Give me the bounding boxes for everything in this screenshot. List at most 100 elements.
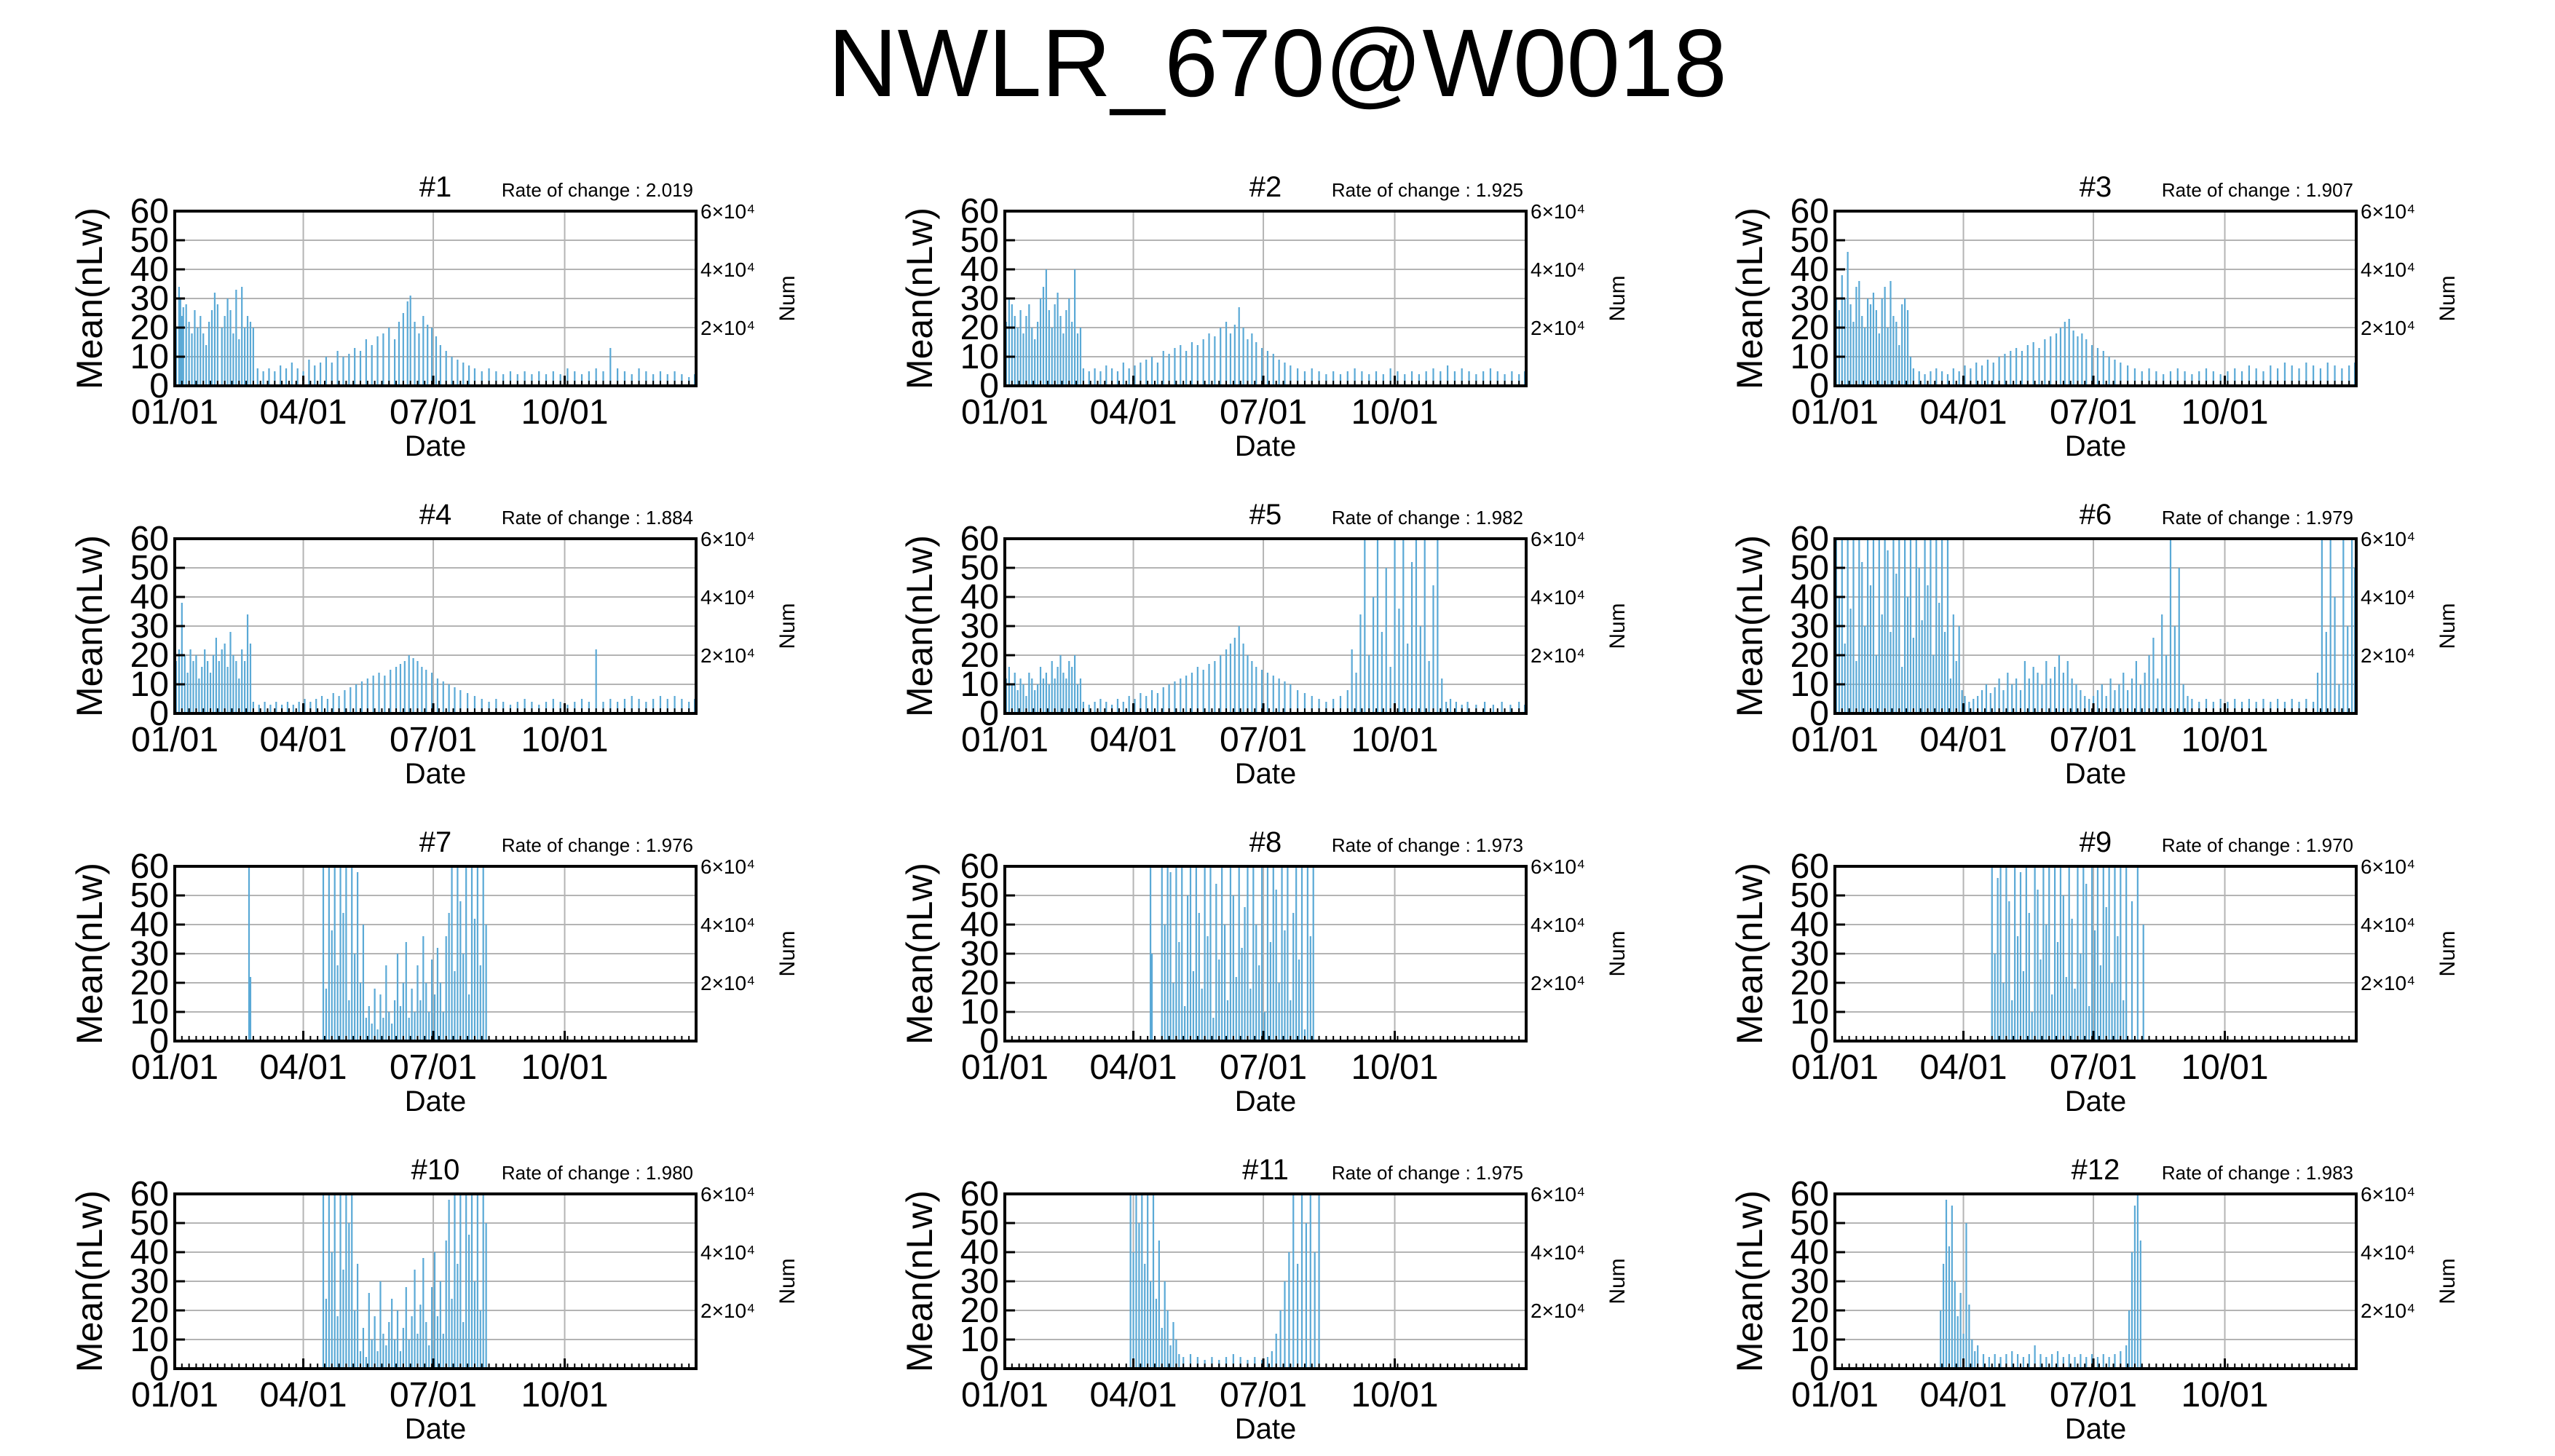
panel-title: #10	[411, 1154, 460, 1186]
y-tick-label: 10	[130, 993, 169, 1032]
y-tick-label: 60	[960, 520, 999, 558]
y-tick-label: 30	[960, 280, 999, 318]
y2-axis-label: Num	[775, 930, 799, 976]
y-tick-label: 10	[1790, 665, 1829, 704]
y-tick-label: 40	[1790, 1233, 1829, 1272]
y2-tick-label: 6×10⁴	[2361, 528, 2415, 550]
panel-title: #3	[2080, 171, 2112, 203]
y2-tick-label: 4×10⁴	[2361, 1241, 2415, 1264]
x-axis-label: Date	[405, 758, 467, 790]
x-tick-label: 10/01	[1351, 1376, 1438, 1415]
y-tick-label: 0	[1809, 1350, 1829, 1388]
x-tick-label: 01/01	[961, 721, 1049, 759]
panel-title: #9	[2080, 826, 2112, 858]
panel-title: #1	[419, 171, 452, 203]
y2-tick-label: 2×10⁴	[700, 317, 755, 339]
x-tick-label: 10/01	[521, 393, 608, 432]
y-tick-label: 30	[1790, 935, 1829, 973]
y2-tick-label: 2×10⁴	[2361, 972, 2415, 994]
y2-tick-label: 2×10⁴	[700, 1299, 755, 1322]
y-tick-label: 50	[130, 549, 169, 587]
y-tick-label: 30	[960, 1262, 999, 1301]
y2-tick-label: 6×10⁴	[2361, 1183, 2415, 1206]
panel-title: #6	[2080, 499, 2112, 531]
y-tick-label: 10	[960, 1321, 999, 1359]
rate-of-change: Rate of change : 1.979	[2162, 507, 2353, 529]
x-tick-label: 01/01	[131, 1376, 218, 1415]
y-tick-label: 20	[960, 964, 999, 1002]
y-tick-label: 20	[1790, 964, 1829, 1002]
panel-title: #4	[419, 499, 452, 531]
x-axis-label: Date	[1235, 430, 1297, 462]
y2-axis-label: Num	[2436, 930, 2460, 976]
y-tick-label: 30	[1790, 280, 1829, 318]
x-tick-label: 04/01	[1089, 721, 1177, 759]
panel-title: #5	[1249, 499, 1282, 531]
y-tick-label: 50	[1790, 549, 1829, 587]
y-tick-label: 20	[130, 309, 169, 347]
y2-tick-label: 2×10⁴	[700, 972, 755, 994]
y2-tick-label: 4×10⁴	[1531, 258, 1585, 281]
y2-tick-label: 2×10⁴	[2361, 317, 2415, 339]
x-tick-label: 04/01	[259, 1048, 347, 1087]
x-tick-label: 07/01	[1220, 393, 1307, 432]
x-tick-label: 07/01	[1220, 1048, 1307, 1087]
y-tick-label: 10	[960, 665, 999, 704]
y-tick-label: 40	[130, 578, 169, 617]
y-tick-label: 10	[960, 993, 999, 1032]
x-tick-label: 07/01	[390, 393, 477, 432]
y2-tick-label: 6×10⁴	[1531, 1183, 1585, 1206]
y2-tick-label: 6×10⁴	[700, 1183, 755, 1206]
x-tick-label: 10/01	[2181, 1376, 2268, 1415]
x-tick-label: 01/01	[1791, 1376, 1879, 1415]
x-tick-label: 07/01	[2050, 721, 2137, 759]
y2-tick-label: 6×10⁴	[1531, 528, 1585, 550]
x-axis-label: Date	[2065, 758, 2127, 790]
y2-tick-label: 4×10⁴	[700, 258, 755, 281]
y2-axis-label: Num	[775, 603, 799, 649]
y-axis-label: Mean(nLw)	[1729, 535, 1770, 717]
x-axis-label: Date	[2065, 1413, 2127, 1445]
x-tick-label: 07/01	[1220, 721, 1307, 759]
y2-tick-label: 4×10⁴	[700, 586, 755, 609]
y-axis-label: Mean(nLw)	[69, 1190, 110, 1372]
y-tick-label: 50	[1790, 877, 1829, 915]
y2-axis-label: Num	[1606, 603, 1630, 649]
y-axis-label: Mean(nLw)	[69, 863, 110, 1045]
panel-title: #11	[1242, 1154, 1289, 1186]
y2-tick-label: 2×10⁴	[1531, 644, 1585, 667]
y2-tick-label: 2×10⁴	[1531, 317, 1585, 339]
x-tick-label: 07/01	[390, 721, 477, 759]
y-tick-label: 60	[130, 192, 169, 231]
y2-axis-label: Num	[775, 275, 799, 321]
y-tick-label: 0	[979, 1350, 999, 1388]
y-axis-label: Mean(nLw)	[69, 207, 110, 389]
y-tick-label: 30	[960, 607, 999, 646]
x-tick-label: 07/01	[2050, 1048, 2137, 1087]
rate-of-change: Rate of change : 1.925	[1332, 179, 1523, 201]
x-tick-label: 10/01	[2181, 393, 2268, 432]
y-tick-label: 0	[1809, 367, 1829, 405]
y-tick-label: 10	[130, 1321, 169, 1359]
y2-tick-label: 2×10⁴	[700, 644, 755, 667]
rate-of-change: Rate of change : 1.970	[2162, 834, 2353, 856]
y2-tick-label: 6×10⁴	[700, 528, 755, 550]
x-axis-label: Date	[405, 430, 467, 462]
y2-tick-label: 4×10⁴	[1531, 1241, 1585, 1264]
y-tick-label: 30	[1790, 1262, 1829, 1301]
x-tick-label: 07/01	[1220, 1376, 1307, 1415]
x-tick-label: 01/01	[961, 393, 1049, 432]
y-tick-label: 40	[1790, 578, 1829, 617]
x-tick-label: 10/01	[2181, 1048, 2268, 1087]
y2-axis-label: Num	[1606, 275, 1630, 321]
y-tick-label: 50	[1790, 221, 1829, 260]
x-tick-label: 01/01	[1791, 721, 1879, 759]
y2-axis-label: Num	[1606, 1258, 1630, 1304]
y2-tick-label: 4×10⁴	[2361, 914, 2415, 936]
